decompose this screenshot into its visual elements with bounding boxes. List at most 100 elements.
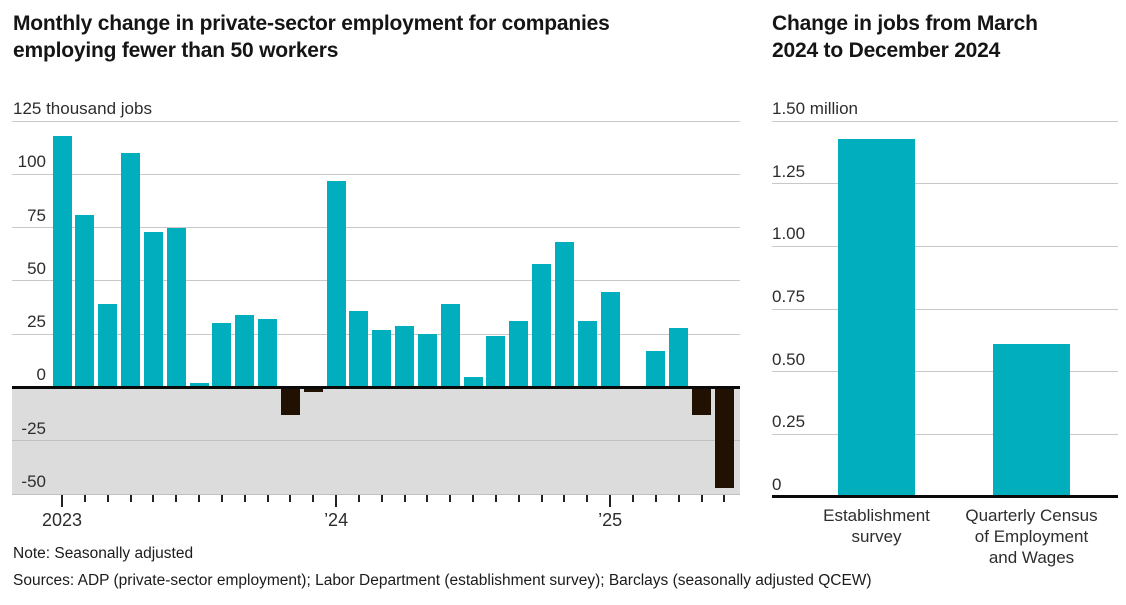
bar-2023-02 (75, 214, 95, 388)
gridline-0.25 (772, 433, 1118, 435)
y-axis-label-1.5: 1.50 million (772, 99, 858, 118)
x-tick-2023-08 (220, 495, 223, 502)
x-tick-2024-07 (472, 495, 475, 502)
bar-2024-01 (326, 180, 346, 388)
bar-2023-11 (280, 388, 300, 416)
bar-establishment-survey (838, 138, 915, 497)
x-tick-2024-02 (357, 495, 360, 502)
x-tick-2023-10 (266, 495, 269, 502)
y-axis-label-0.5: 0.50 (772, 349, 806, 369)
zero-axis-line (12, 385, 740, 389)
x-axis-label-’25: ’25 (598, 510, 623, 530)
bar-2025-05 (692, 388, 712, 416)
jobs-change-comparison-chart: 1.50 million 1.25 1.00 0.75 0.50 0.25 0 Establi… (772, 99, 1118, 567)
bar-2025-01 (600, 291, 620, 388)
sources-text: Sources: ADP (private-sector employment)… (13, 572, 872, 589)
zero-axis-line (772, 495, 1118, 498)
x-tick-2023-09 (243, 495, 246, 502)
x-tick-2023-02 (83, 495, 86, 502)
bar-2024-07 (463, 376, 483, 388)
x-tick-2023-12 (312, 495, 315, 502)
gridline-0.5 (772, 371, 1118, 373)
bar-2023-08 (212, 323, 232, 388)
x-tick-2023-03 (106, 495, 109, 502)
y-axis-label-0.25: 0.25 (772, 412, 806, 432)
x-tick-2024-12 (586, 495, 589, 502)
bar-2024-04 (395, 325, 415, 388)
y-axis-label-50: 50 (27, 258, 46, 278)
bar-2024-09 (509, 321, 529, 388)
monthly-employment-chart: 125 thousand jobs 100 75 50 25 0 -25 -50 2023 ’24… (12, 99, 740, 530)
gridline-100 (12, 173, 740, 175)
y-axis-label-1.25: 1.25 (772, 161, 806, 181)
chart-footer: Note: Seasonally adjusted Sources: ADP (… (13, 545, 872, 599)
bar-2024-11 (554, 242, 574, 388)
y-axis-label-1: 1.00 (772, 224, 806, 244)
x-tick-2025-01 (609, 495, 612, 507)
x-axis-label-’24: ’24 (324, 510, 349, 530)
gridline--50 (12, 493, 740, 495)
y-axis-label-75: 75 (27, 205, 46, 225)
category-label-qcew: Quarterly Census of Employment and Wages (965, 506, 1098, 567)
x-tick-2024-11 (563, 495, 566, 502)
bar-2023-05 (143, 231, 163, 388)
bar-2025-06 (714, 388, 734, 488)
bar-2024-05 (417, 334, 437, 388)
right-chart-title: Change in jobs from March 2024 to Decemb… (772, 12, 1038, 62)
bar-2024-03 (372, 329, 392, 388)
y-axis-label-100: 100 (17, 152, 46, 172)
bar-2023-07 (189, 383, 209, 388)
gridline-1.25 (772, 183, 1118, 185)
category-label-establishment-survey: Establishment survey (823, 506, 930, 546)
x-tick-2025-02 (632, 495, 634, 502)
x-tick-2025-05 (700, 495, 703, 502)
bar-qcew (993, 344, 1070, 497)
y-axis-label-125: 125 thousand jobs (13, 99, 152, 118)
bar-2023-09 (235, 314, 255, 388)
gridline-125 (12, 120, 740, 122)
x-tick-2023-05 (152, 495, 155, 502)
x-tick-2023-04 (129, 495, 132, 502)
x-tick-2024-03 (380, 495, 383, 502)
bar-2024-06 (440, 304, 460, 388)
x-tick-2023-07 (198, 495, 201, 502)
gridline-0.75 (772, 308, 1118, 310)
x-tick-2024-09 (517, 495, 520, 502)
x-tick-2024-01 (335, 495, 338, 507)
gridline-75 (12, 227, 740, 229)
gridline-50 (12, 280, 740, 282)
bar-2023-12 (303, 388, 323, 392)
x-tick-2024-04 (403, 495, 406, 502)
y-axis-label-0: 0 (772, 475, 782, 494)
y-axis-label--50: -50 (21, 472, 46, 491)
bar-2023-10 (258, 319, 278, 388)
y-axis-label--25: -25 (21, 418, 46, 438)
x-tick-2024-06 (449, 495, 452, 502)
note-text: Note: Seasonally adjusted (13, 545, 194, 562)
x-axis-label-2023: 2023 (41, 510, 83, 530)
bar-2025-03 (646, 351, 666, 388)
bar-2024-12 (577, 321, 597, 388)
y-axis-label-0.75: 0.75 (772, 287, 806, 306)
gridline-1 (772, 245, 1118, 247)
left-chart-title: Monthly change in private-sector employm… (13, 12, 610, 62)
x-tick-2025-03 (654, 495, 657, 502)
bar-2023-04 (121, 152, 141, 388)
x-tick-2024-08 (494, 495, 497, 502)
x-tick-2023-01 (61, 495, 63, 507)
x-tick-2024-05 (426, 495, 429, 502)
y-axis-label-0: 0 (36, 365, 46, 385)
x-tick-2023-06 (175, 495, 178, 502)
x-tick-2025-04 (677, 495, 680, 502)
bar-2023-06 (166, 227, 186, 388)
x-tick-2025-06 (723, 495, 726, 502)
bar-2024-02 (349, 310, 369, 388)
y-axis-label-25: 25 (27, 312, 46, 332)
negative-region-band (12, 388, 740, 494)
gridline-1.5 (772, 120, 1118, 122)
bar-2024-10 (532, 263, 552, 388)
bar-2023-03 (98, 304, 118, 388)
bar-2023-01 (52, 135, 72, 388)
bar-2025-04 (669, 327, 689, 388)
